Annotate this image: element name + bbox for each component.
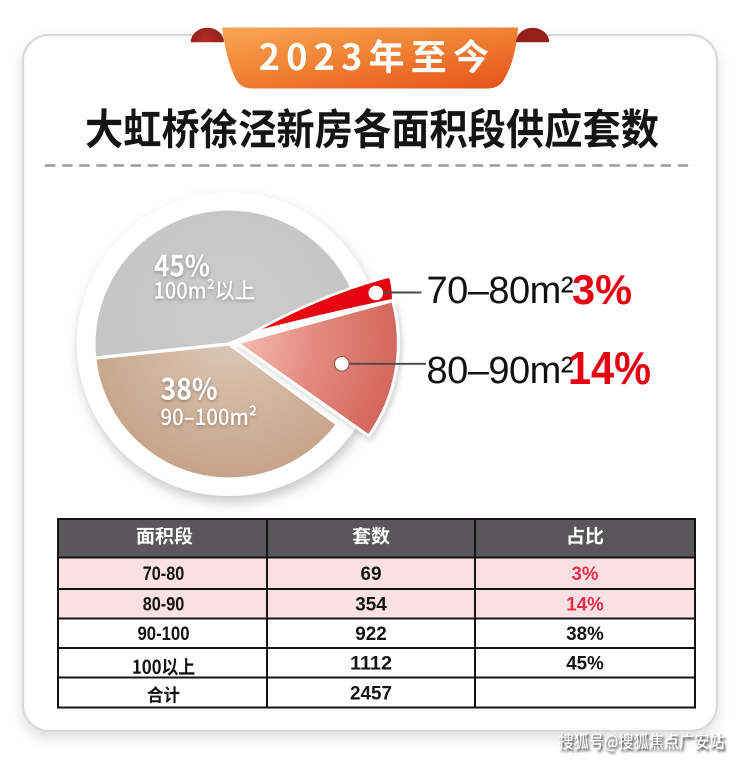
svg-text:1112: 1112 <box>350 653 392 675</box>
svg-text:14%: 14% <box>568 342 651 394</box>
svg-text:3%: 3% <box>572 266 632 313</box>
svg-text:69: 69 <box>361 563 382 585</box>
svg-text:80–90m²: 80–90m² <box>427 350 573 392</box>
svg-text:354: 354 <box>355 594 387 616</box>
svg-text:45%: 45% <box>566 653 604 675</box>
svg-text:70–80m²: 70–80m² <box>427 270 573 312</box>
svg-text:38%: 38% <box>566 623 604 645</box>
svg-text:70-80: 70-80 <box>143 563 185 585</box>
svg-text:922: 922 <box>355 623 387 645</box>
svg-text:90-100: 90-100 <box>138 623 190 645</box>
svg-text:2457: 2457 <box>350 682 392 704</box>
svg-text:3%: 3% <box>572 563 599 585</box>
svg-text:14%: 14% <box>566 594 604 616</box>
svg-text:80-90: 80-90 <box>143 594 185 616</box>
